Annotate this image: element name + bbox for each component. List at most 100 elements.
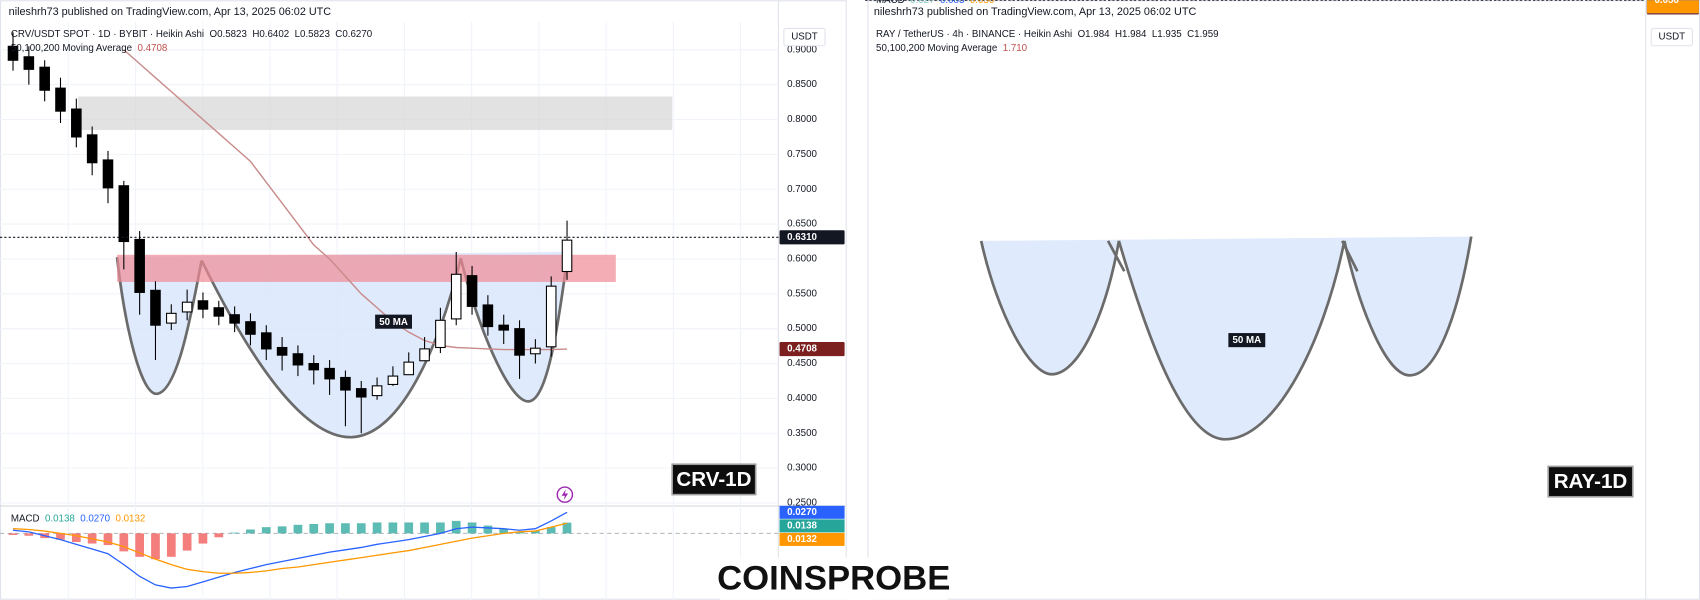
macd-histogram-bar [309, 524, 319, 534]
currency-box [783, 27, 826, 47]
macd-histogram-bar [546, 527, 556, 534]
macd-badge-text: 0.0132 [787, 534, 817, 545]
currency-box [1650, 27, 1693, 47]
candle-body [229, 314, 240, 324]
macd-histogram-bar [499, 528, 509, 534]
macd-histogram-bar [71, 533, 81, 542]
macd-histogram-bar [436, 522, 445, 534]
label-layer: 0.2500 0.3000 0.3500 0.4000 0.4500 0.5000 0.55… [9, 0, 1699, 546]
ma-legend: 50,100,200 Moving Average 1.710 [876, 43, 1028, 54]
candle-body [466, 275, 478, 307]
ma-annotation: 50 MA [379, 317, 408, 328]
mark-layer [0, 0, 1646, 589]
ticker-badge-box [1547, 465, 1634, 498]
macd-histogram-bar [277, 526, 287, 534]
left-panel-frame [0, 0, 847, 600]
macd-histogram-bar [56, 533, 65, 540]
candle-body [245, 321, 256, 335]
candle-body [340, 376, 351, 391]
moving-average [123, 49, 568, 351]
macd-histogram-bar [293, 524, 303, 534]
price-zone [117, 254, 616, 282]
candle-body [39, 66, 50, 91]
macd-histogram-bar [103, 533, 113, 546]
macd-histogram-bar [261, 527, 271, 534]
symbol: CRV/USDT SPOT · 1D · BYBIT · Heikin Ashi [11, 28, 204, 39]
macd-histogram-bar [214, 533, 224, 538]
candle-body [498, 324, 510, 331]
publisher: nileshrh73 published on TradingView.com,… [9, 6, 332, 18]
macd-histogram-bar [325, 523, 334, 534]
macd-badge [1646, 0, 1699, 14]
pattern-fill [981, 236, 1472, 440]
candle-body [118, 185, 130, 243]
macd-legend-value: 0.0132 [115, 513, 145, 524]
watermark: COINSPROBE [717, 559, 950, 597]
candle-body [7, 45, 19, 61]
ma-title: 50,100,200 Moving Average [11, 43, 132, 54]
candle-body [355, 388, 367, 398]
candle-body [292, 353, 304, 366]
macd-histogram-bar [404, 522, 414, 534]
macd-legend-value: 0.027 [910, 0, 934, 6]
candle-body [150, 289, 161, 326]
candle-body [181, 301, 193, 313]
ohlc-value: C1.959 [1187, 28, 1218, 39]
macd-legend-value: 0.0270 [80, 513, 110, 524]
macd-histogram-bar [230, 532, 239, 534]
y-tick-label: 0.6500 [787, 219, 817, 230]
macd-histogram-bar [119, 533, 129, 552]
currency: USDT [1659, 32, 1686, 43]
macd-histogram-bar [515, 531, 524, 534]
macd-badge [779, 505, 845, 519]
candle-body [545, 285, 557, 348]
macd-legend: MACD 0.027 0.083 0.056 [876, 0, 994, 6]
y-tick-label: 0.7000 [787, 184, 817, 195]
ma-legend: 50,100,200 Moving Average 0.4708 [11, 43, 167, 54]
macd-histogram-bar [531, 531, 540, 534]
ohlc-value: C0.6270 [335, 28, 372, 39]
ohlc-value: H0.6402 [252, 28, 289, 39]
candle-body [134, 238, 145, 293]
ma-annotation: 50 MA [1232, 335, 1261, 346]
macd-line [12, 511, 568, 589]
candle-body [276, 346, 288, 356]
y-tick-label: 0.8000 [787, 114, 817, 125]
y-tick-label: 0.3000 [787, 463, 817, 474]
macd-histogram-bar [341, 523, 350, 534]
candle-body [260, 332, 272, 350]
candle-body [514, 328, 525, 356]
ma-value: 0.4708 [138, 43, 168, 54]
candle-body [530, 347, 541, 355]
macd-histogram-bar [151, 533, 160, 560]
last-price-badge-text: 0.6310 [787, 232, 817, 243]
candle-body [450, 273, 462, 320]
ticker-badge: CRV-1D [676, 468, 751, 491]
y-tick-label: 0.3500 [787, 428, 817, 439]
candle-body [86, 134, 98, 164]
pattern-layer [115, 236, 1473, 441]
macd-badge-text: 0.0270 [787, 507, 817, 518]
macd-histogram-bar [246, 529, 255, 534]
ticker-badge: RAY-1D [1554, 470, 1628, 493]
macd-histogram-bar [451, 520, 461, 534]
signal-line [12, 522, 568, 574]
macd-histogram-bar [356, 523, 366, 534]
symbol-line: CRV/USDT SPOT · 1D · BYBIT · Heikin Ashi… [11, 28, 373, 39]
currency: USDT [791, 32, 818, 43]
ma-value: 1.710 [1003, 43, 1028, 54]
y-tick-label: 0.7500 [787, 149, 817, 160]
y-tick-label: 0.8500 [787, 79, 817, 90]
macd-histogram-bar [166, 533, 176, 557]
candle-body [308, 362, 320, 371]
macd-histogram-bar [8, 533, 18, 535]
candle-body [71, 108, 82, 138]
price-zone [78, 96, 673, 130]
symbol: RAY / TetherUS · 4h · BINANCE · Heikin A… [876, 28, 1072, 39]
macd-histogram-bar [483, 525, 493, 534]
macd-badge [779, 532, 845, 546]
candle-body [102, 159, 114, 189]
candle-body [324, 367, 335, 380]
